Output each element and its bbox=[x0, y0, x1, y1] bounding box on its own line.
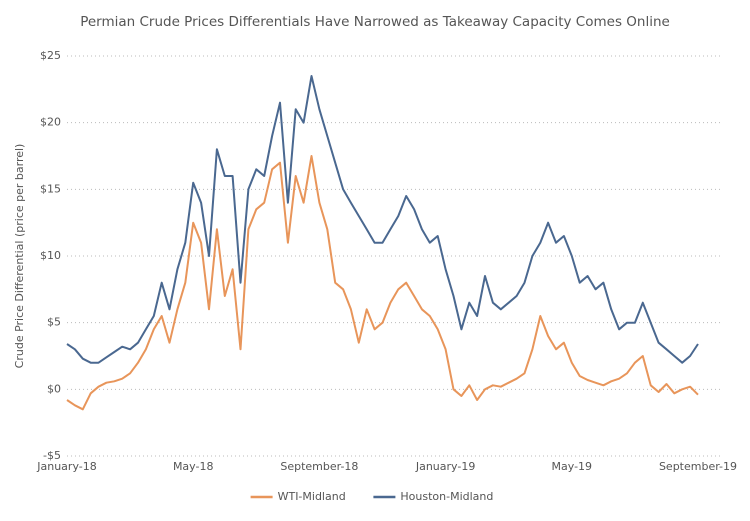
x-tick-label: September-18 bbox=[280, 460, 358, 473]
x-tick-label: January-19 bbox=[415, 460, 475, 473]
x-tick-label: January-18 bbox=[36, 460, 96, 473]
legend-label: WTI-Midland bbox=[278, 490, 346, 503]
line-series bbox=[66, 155, 699, 411]
line-series bbox=[66, 75, 699, 364]
x-tick-label: September-19 bbox=[659, 460, 737, 473]
chart-title: Permian Crude Prices Differentials Have … bbox=[80, 14, 670, 30]
y-tick-label: $0 bbox=[47, 382, 61, 395]
x-tick-label: May-19 bbox=[552, 460, 593, 473]
y-tick-label: $20 bbox=[40, 116, 61, 129]
y-tick-label: $25 bbox=[40, 49, 61, 62]
y-tick-label: $5 bbox=[47, 316, 61, 329]
y-axis-label: Crude Price Differential (price per barr… bbox=[13, 144, 26, 369]
legend-label: Houston-Midland bbox=[400, 490, 493, 503]
y-tick-label: -$5 bbox=[43, 449, 61, 462]
x-tick-label: May-18 bbox=[173, 460, 214, 473]
y-tick-label: $10 bbox=[40, 249, 61, 262]
y-tick-label: $15 bbox=[40, 182, 61, 195]
